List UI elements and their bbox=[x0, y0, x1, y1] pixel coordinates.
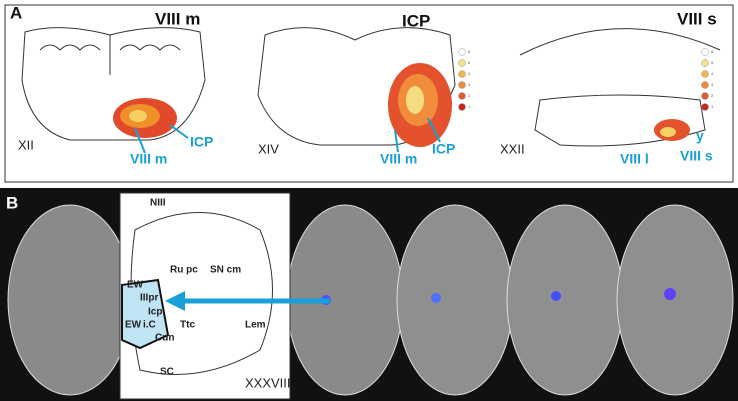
legend-swatch bbox=[458, 59, 466, 67]
structure-label: VIII m bbox=[130, 151, 167, 167]
structure-label: VIII s bbox=[680, 148, 713, 164]
atlas-label: Ttc bbox=[180, 320, 195, 331]
legend-label: 1 bbox=[468, 104, 471, 109]
legend-swatch bbox=[701, 48, 709, 56]
atlas-label: Cun bbox=[155, 333, 174, 344]
level-label: XIV bbox=[258, 141, 279, 156]
atlas-label: SC bbox=[160, 367, 174, 378]
mri-slices bbox=[7, 204, 734, 396]
level-label: XXXVIII bbox=[245, 375, 291, 390]
atlas-label: EW bbox=[127, 280, 144, 291]
legend-label: 6 bbox=[468, 49, 471, 54]
legend-swatch bbox=[701, 70, 709, 78]
atlas-label: NIII bbox=[150, 198, 166, 209]
legend-swatch bbox=[701, 59, 709, 67]
brain-outline bbox=[21, 27, 206, 141]
atlas-label: Icp bbox=[148, 307, 162, 318]
legend-swatch bbox=[458, 103, 466, 111]
atlas-label: IIIpr bbox=[140, 293, 158, 304]
legend-label: 6 bbox=[711, 49, 714, 54]
structure-label: VIII m bbox=[380, 151, 417, 167]
brain-outline bbox=[519, 28, 721, 56]
legend-label: 4 bbox=[468, 71, 471, 76]
legend-swatch bbox=[458, 81, 466, 89]
legend-label: 3 bbox=[468, 82, 471, 87]
heatmap bbox=[660, 127, 676, 137]
atlas-label: Lem bbox=[245, 320, 266, 331]
structure-label: ICP bbox=[432, 141, 455, 157]
level-label: XXII bbox=[500, 141, 525, 156]
legend-swatch bbox=[458, 92, 466, 100]
legend-label: 3 bbox=[711, 82, 714, 87]
section-title: ICP bbox=[402, 11, 430, 30]
structure-label: y bbox=[696, 128, 704, 144]
section-2: ICP XIV VIII m ICP bbox=[257, 11, 456, 167]
arrow-head bbox=[165, 291, 185, 311]
legend-label: 1 bbox=[711, 104, 714, 109]
structure-label: ICP bbox=[190, 134, 213, 150]
brain-outline bbox=[257, 27, 456, 146]
legends: 6 5 4 3 2 1 6 5 4 3 2 1 bbox=[458, 48, 714, 111]
section-title: VIII s bbox=[677, 9, 717, 28]
brain-outline bbox=[534, 94, 706, 147]
atlas-label: SN cm bbox=[210, 265, 241, 276]
brain-outline bbox=[39, 35, 181, 75]
atlas-label: Ru pc bbox=[170, 265, 198, 276]
panel-label: A bbox=[10, 3, 22, 22]
structure-label: VIII l bbox=[620, 151, 649, 167]
panel-label: B bbox=[6, 193, 18, 212]
legend-label: 4 bbox=[711, 71, 714, 76]
legend-label: 2 bbox=[468, 93, 471, 98]
legend-label: 5 bbox=[711, 60, 714, 65]
legend-swatch bbox=[701, 92, 709, 100]
level-label: XII bbox=[18, 137, 34, 152]
legend-label: 2 bbox=[711, 93, 714, 98]
legend-swatch bbox=[701, 81, 709, 89]
heatmap bbox=[406, 86, 424, 114]
legend-swatch bbox=[458, 48, 466, 56]
section-1: VIII m XII ICP VIII m bbox=[18, 9, 213, 166]
legend-swatch bbox=[701, 103, 709, 111]
atlas-label: i.C bbox=[143, 320, 156, 331]
section-3: VIII s XXII VIII l VIII s y bbox=[500, 9, 721, 167]
legend-label: 5 bbox=[468, 60, 471, 65]
legend-swatch bbox=[458, 70, 466, 78]
highlight-region bbox=[121, 278, 170, 350]
heatmap bbox=[129, 110, 147, 122]
atlas-label: EW bbox=[125, 320, 142, 331]
section-title: VIII m bbox=[155, 9, 200, 28]
